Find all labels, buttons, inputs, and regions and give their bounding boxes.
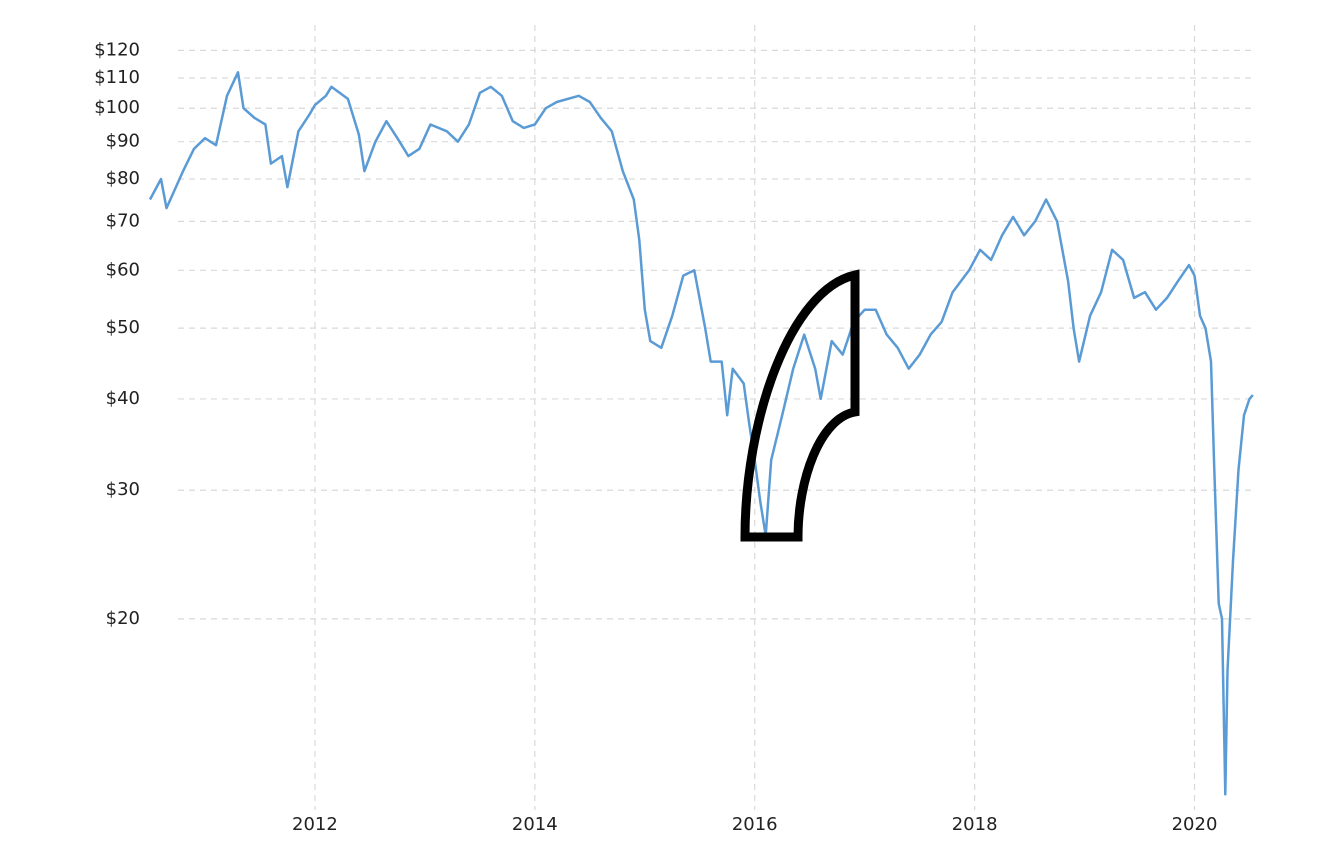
x-tick-label: 2012: [292, 814, 338, 835]
y-tick-label: $90: [106, 131, 140, 152]
y-tick-label: $100: [94, 97, 140, 118]
x-tick-label: 2018: [952, 814, 998, 835]
y-tick-label: $20: [106, 608, 140, 629]
annotation-shape: [740, 269, 860, 542]
y-tick-label: $120: [94, 39, 140, 60]
y-tick-label: $40: [106, 388, 140, 409]
x-tick-label: 2020: [1172, 814, 1218, 835]
x-tick-label: 2016: [732, 814, 778, 835]
y-tick-label: $30: [106, 479, 140, 500]
y-tick-label: $110: [94, 67, 140, 88]
y-tick-label: $70: [106, 210, 140, 231]
x-tick-label: 2014: [512, 814, 558, 835]
y-tick-label: $50: [106, 317, 140, 338]
y-tick-label: $60: [106, 259, 140, 280]
price-line: [148, 71, 1254, 796]
y-tick-label: $80: [106, 168, 140, 189]
